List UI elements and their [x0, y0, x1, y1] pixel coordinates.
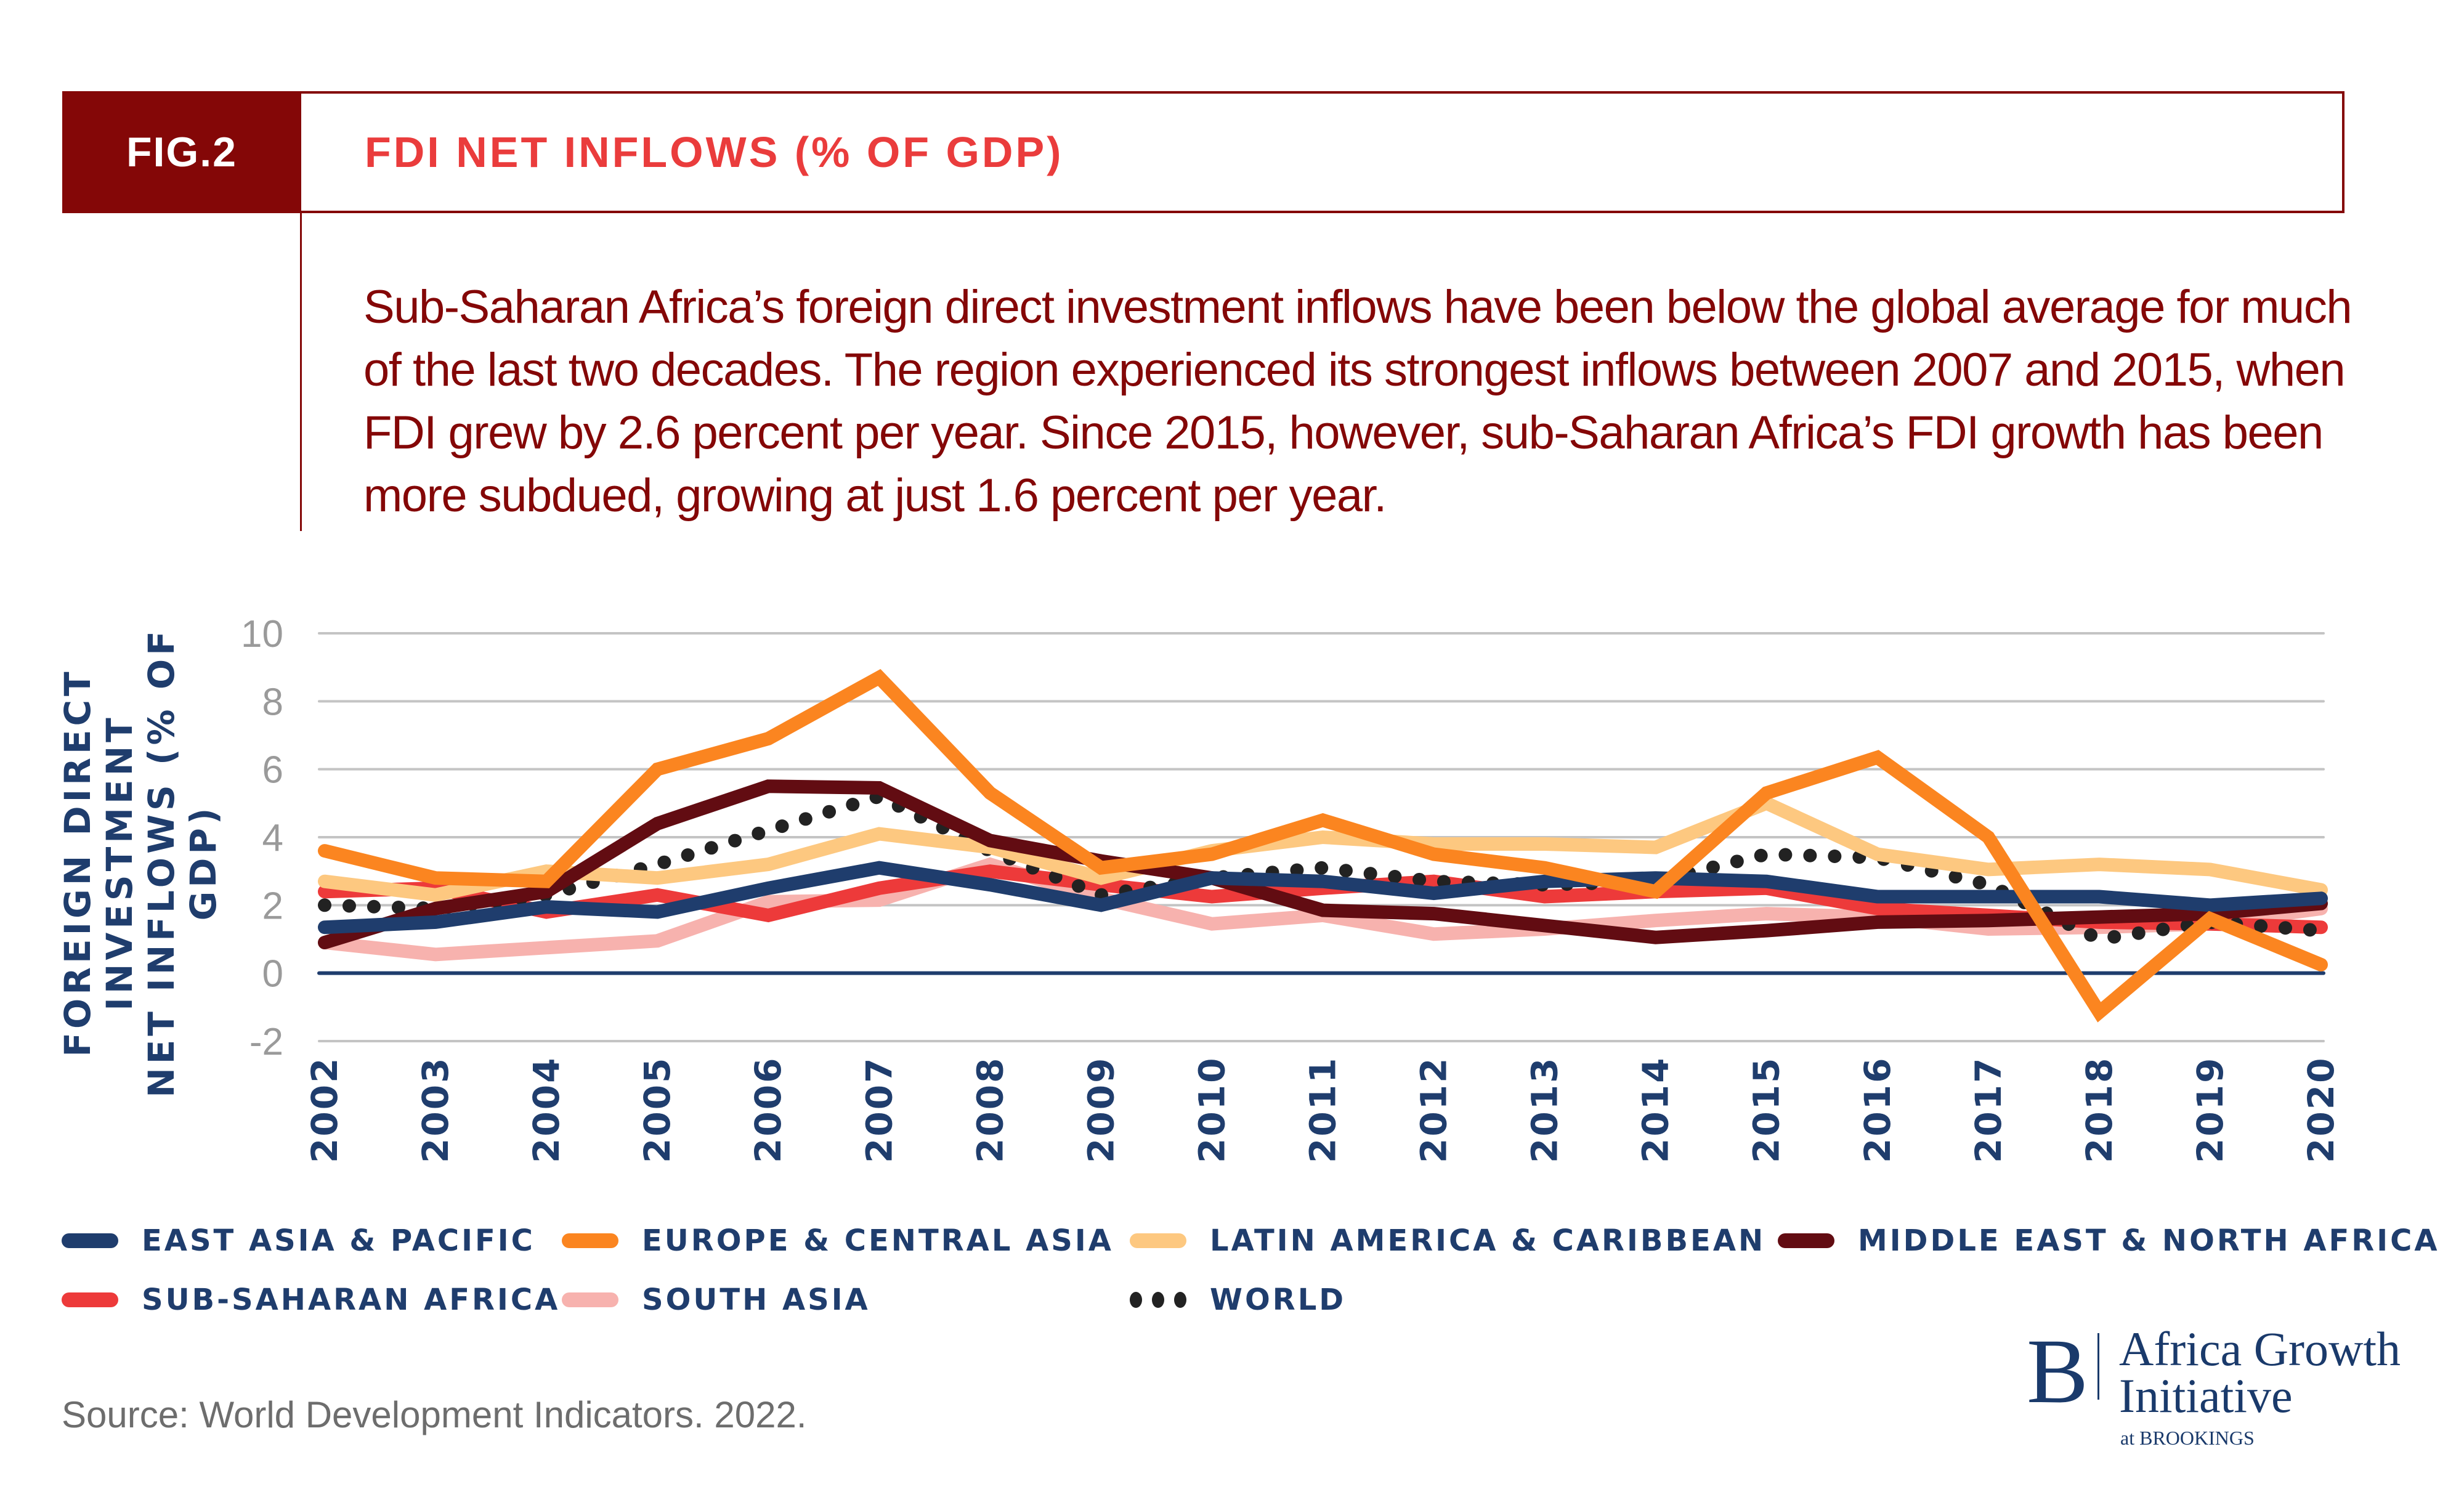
source-note: Source: World Development Indicators. 20… — [62, 1394, 807, 1435]
y-tick-label: 2 — [262, 885, 283, 927]
figure-description: Sub-Saharan Africa’s foreign direct inve… — [363, 281, 2353, 522]
legend-label: EUROPE & CENTRAL ASIA — [642, 1223, 1114, 1258]
y-tick-label: 6 — [262, 749, 283, 792]
x-tick-labels: 2002 2003 2004 2005 2006 2007 2008 2009 2010 2011… — [304, 1057, 2342, 1163]
legend-item-world: WORLD — [1130, 1283, 1346, 1317]
series-line-europe-and-central-asia — [318, 668, 2328, 1023]
x-tick-label: 2008 — [969, 1057, 1011, 1163]
x-tick-label: 2002 — [304, 1057, 346, 1163]
series-line-east-asia-and-pacific — [318, 861, 2328, 935]
x-tick-label: 2020 — [2300, 1057, 2342, 1163]
x-tick-label: 2010 — [1191, 1057, 1233, 1163]
figure-number-badge: FIG.2 — [62, 91, 301, 213]
x-tick-label: 2014 — [1635, 1057, 1677, 1163]
legend-dots-icon — [1130, 1292, 1186, 1308]
series-line-middle-east-and-north-africa — [318, 779, 2328, 949]
legend-swatch — [1130, 1233, 1186, 1248]
legend-label: EAST ASIA & PACIFIC — [142, 1223, 535, 1258]
x-tick-label: 2016 — [1857, 1057, 1899, 1163]
figure-number: FIG.2 — [126, 129, 238, 176]
logo-line-3: at BROOKINGS — [2120, 1427, 2255, 1449]
brookings-b-icon: B — [2027, 1320, 2089, 1422]
legend-swatch — [62, 1233, 118, 1248]
legend-item-latin-america: LATIN AMERICA & CARIBBEAN — [1130, 1223, 1765, 1258]
legend-item-europe: EUROPE & CENTRAL ASIA — [562, 1223, 1114, 1258]
x-tick-label: 2003 — [415, 1057, 456, 1163]
x-tick-label: 2009 — [1080, 1057, 1122, 1163]
legend-label: WORLD — [1210, 1283, 1347, 1317]
logo-divider — [2097, 1333, 2099, 1400]
legend-swatch — [562, 1292, 618, 1307]
x-tick-label: 2012 — [1413, 1057, 1455, 1163]
legend-swatch — [62, 1292, 118, 1307]
x-tick-label: 2018 — [2078, 1057, 2120, 1163]
x-tick-label: 2013 — [1524, 1057, 1566, 1163]
x-tick-label: 2005 — [636, 1057, 678, 1163]
x-tick-label: 2015 — [1746, 1057, 1788, 1163]
figure-title: FDI NET INFLOWS (% OF GDP) — [365, 128, 1064, 176]
legend-label: SUB-SAHARAN AFRICA — [142, 1283, 561, 1317]
series-line-latin-america-and-caribbean — [318, 795, 2328, 902]
x-tick-label: 2004 — [525, 1057, 567, 1163]
header-divider — [300, 213, 302, 531]
legend-swatch — [562, 1233, 618, 1248]
legend-label: LATIN AMERICA & CARIBBEAN — [1210, 1223, 1766, 1258]
legend-label: SOUTH ASIA — [642, 1283, 870, 1317]
y-tick-label: 8 — [262, 681, 283, 723]
series-line-world — [318, 789, 2328, 946]
logo-line-2: Initiative — [2119, 1369, 2293, 1422]
x-tick-label: 2019 — [2189, 1057, 2231, 1163]
series-lines — [318, 668, 2328, 1023]
y-tick-label: 0 — [262, 953, 283, 996]
logo-line-1: Africa Growth — [2119, 1322, 2401, 1376]
x-tick-label: 2006 — [747, 1057, 789, 1163]
legend-label: MIDDLE EAST & NORTH AFRICA — [1858, 1223, 2440, 1258]
y-tick-label: 4 — [262, 817, 283, 859]
y-tick-label: -2 — [249, 1021, 283, 1063]
x-tick-label: 2011 — [1302, 1057, 1344, 1163]
legend-item-east-asia: EAST ASIA & PACIFIC — [62, 1223, 535, 1258]
x-tick-label: 2017 — [1968, 1057, 2009, 1163]
data-point-world — [657, 864, 658, 865]
legend-swatch — [1778, 1233, 1834, 1248]
y-tick-label: 10 — [241, 613, 283, 655]
x-tick-label: 2007 — [858, 1057, 900, 1163]
y-tick-labels: 10 8 6 4 2 0 -2 — [241, 613, 283, 1063]
legend-item-south-asia: SOUTH ASIA — [562, 1283, 870, 1317]
legend-item-mena: MIDDLE EAST & NORTH AFRICA — [1778, 1223, 2439, 1258]
legend-item-sub-saharan-africa: SUB-SAHARAN AFRICA — [62, 1283, 560, 1317]
